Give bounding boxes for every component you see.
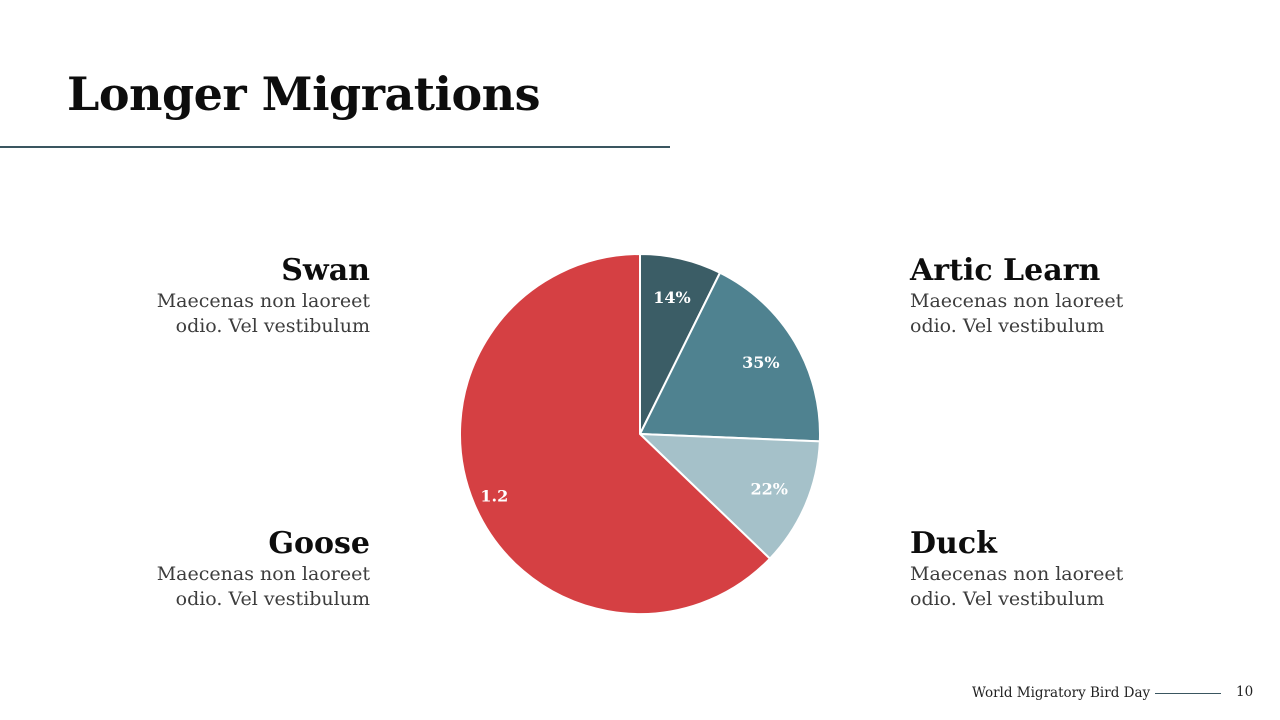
- goose-text-block: Goose Maecenas non laoreet odio. Vel ves…: [70, 526, 370, 612]
- duck-description: Maecenas non laoreet odio. Vel vestibulu…: [910, 562, 1210, 612]
- duck-text-block: Duck Maecenas non laoreet odio. Vel vest…: [910, 526, 1210, 612]
- pie-data-label-22: 22%: [750, 480, 787, 499]
- swan-heading: Swan: [281, 253, 370, 288]
- swan-description-line-1: Maecenas non laoreet: [156, 290, 370, 312]
- swan-text-block: Swan Maecenas non laoreet odio. Vel vest…: [70, 253, 370, 339]
- pie-data-label-14: 14%: [653, 288, 690, 307]
- pie-data-label-35: 35%: [742, 353, 779, 372]
- duck-description-line-1: Maecenas non laoreet: [910, 563, 1124, 585]
- swan-description-line-2: odio. Vel vestibulum: [175, 315, 370, 337]
- footer-divider: [1155, 693, 1221, 694]
- pie-slice-3: [639, 433, 821, 560]
- pie-slice-2: [639, 271, 821, 443]
- artic-learn-heading: Artic Learn: [910, 253, 1101, 288]
- artic-learn-description-line-2: odio. Vel vestibulum: [910, 315, 1105, 337]
- footer-label: World Migratory Bird Day: [972, 685, 1151, 701]
- goose-description-line-1: Maecenas non laoreet: [156, 563, 370, 585]
- pie-slice-4: [459, 253, 771, 615]
- goose-description-line-2: odio. Vel vestibulum: [175, 588, 370, 610]
- artic-learn-description: Maecenas non laoreet odio. Vel vestibulu…: [910, 289, 1210, 339]
- pie-data-label-1-2: 1.2: [480, 487, 508, 506]
- title-underline: [0, 146, 670, 148]
- artic-learn-description-line-1: Maecenas non laoreet: [910, 290, 1124, 312]
- duck-description-line-2: odio. Vel vestibulum: [910, 588, 1105, 610]
- artic-learn-text-block: Artic Learn Maecenas non laoreet odio. V…: [910, 253, 1210, 339]
- pie-chart: 14% 35% 22% 1.2: [459, 253, 821, 615]
- slide-title: Longer Migrations: [67, 67, 541, 121]
- swan-description: Maecenas non laoreet odio. Vel vestibulu…: [70, 289, 370, 339]
- duck-heading: Duck: [910, 526, 997, 561]
- page-number: 10: [1236, 684, 1254, 700]
- goose-description: Maecenas non laoreet odio. Vel vestibulu…: [70, 562, 370, 612]
- goose-heading: Goose: [268, 526, 370, 561]
